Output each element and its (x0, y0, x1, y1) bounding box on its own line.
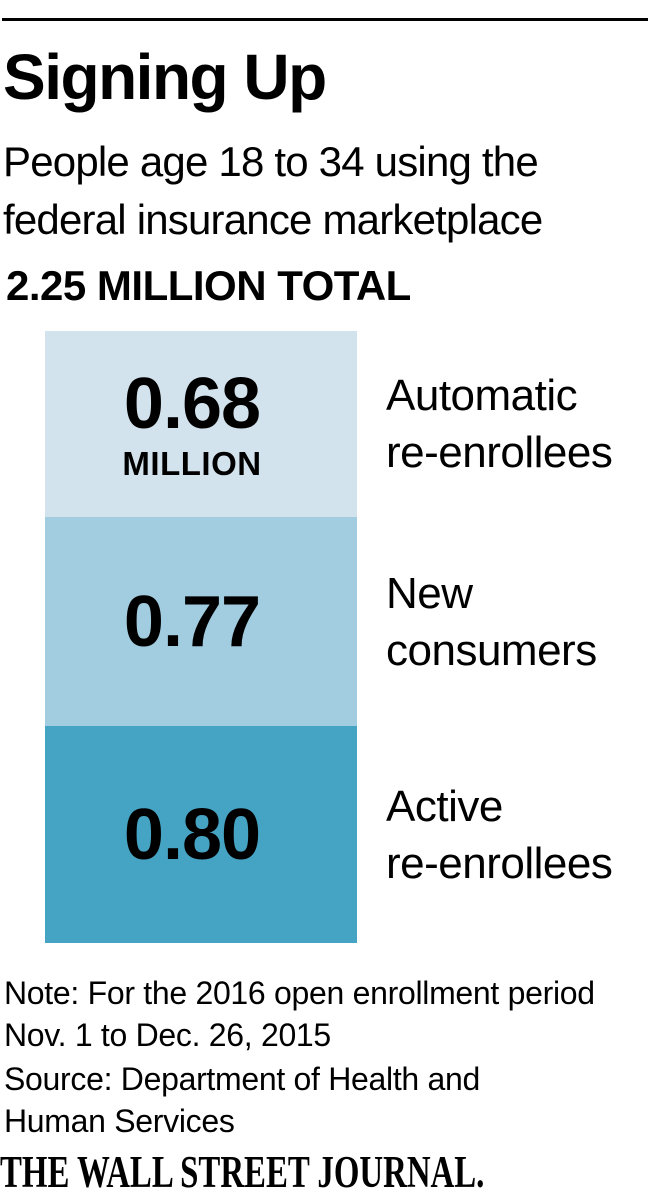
top-rule (2, 18, 648, 21)
segment-label-line2: re-enrollees (386, 838, 613, 888)
bar-segment-automatic-re-enrollees: 0.68 MILLION (45, 331, 357, 517)
segment-label-line2: consumers (386, 625, 597, 675)
wsj-masthead-logo: THE WALL STREET JOURNAL. (0, 1147, 485, 1197)
note-text: Note: For the 2016 open enrollment perio… (4, 972, 644, 1056)
segment-label-new-consumers: New consumers (386, 517, 597, 726)
segment-value: 0.80 (123, 794, 261, 875)
segment-label-line1: New (386, 568, 473, 618)
note-line2: Nov. 1 to Dec. 26, 2015 (4, 1017, 331, 1053)
segment-label-active-re-enrollees: Active re-enrollees (386, 726, 613, 943)
segment-value: 0.68 (123, 364, 261, 444)
bar-segment-new-consumers: 0.77 (45, 517, 357, 726)
note-line1: Note: For the 2016 open enrollment perio… (4, 975, 595, 1011)
source-line2: Human Services (4, 1103, 235, 1139)
segment-unit-label: MILLION (122, 445, 262, 482)
segment-label-line2: re-enrollees (386, 428, 613, 477)
total-label: 2.25 MILLION TOTAL (6, 262, 411, 309)
segment-row-active-re-enrollees: 0.80 Active re-enrollees (45, 726, 651, 943)
segment-label-automatic-re-enrollees: Automatic re-enrollees (386, 331, 613, 517)
bar-segment-active-re-enrollees: 0.80 (45, 726, 357, 943)
segment-row-automatic-re-enrollees: 0.68 MILLION Automatic re-enrollees (45, 331, 651, 517)
chart-title: Signing Up (3, 41, 327, 113)
segment-label-line1: Active (386, 781, 503, 831)
source-line1: Source: Department of Health and (4, 1061, 481, 1097)
segment-label-line1: Automatic (386, 371, 578, 420)
segment-row-new-consumers: 0.77 New consumers (45, 517, 651, 726)
segment-value: 0.77 (123, 581, 261, 662)
stacked-bar-chart: 0.68 MILLION Automatic re-enrollees 0.77… (45, 331, 651, 943)
source-text: Source: Department of Health and Human S… (4, 1058, 644, 1142)
chart-subtitle: People age 18 to 34 using the federal in… (3, 138, 543, 243)
